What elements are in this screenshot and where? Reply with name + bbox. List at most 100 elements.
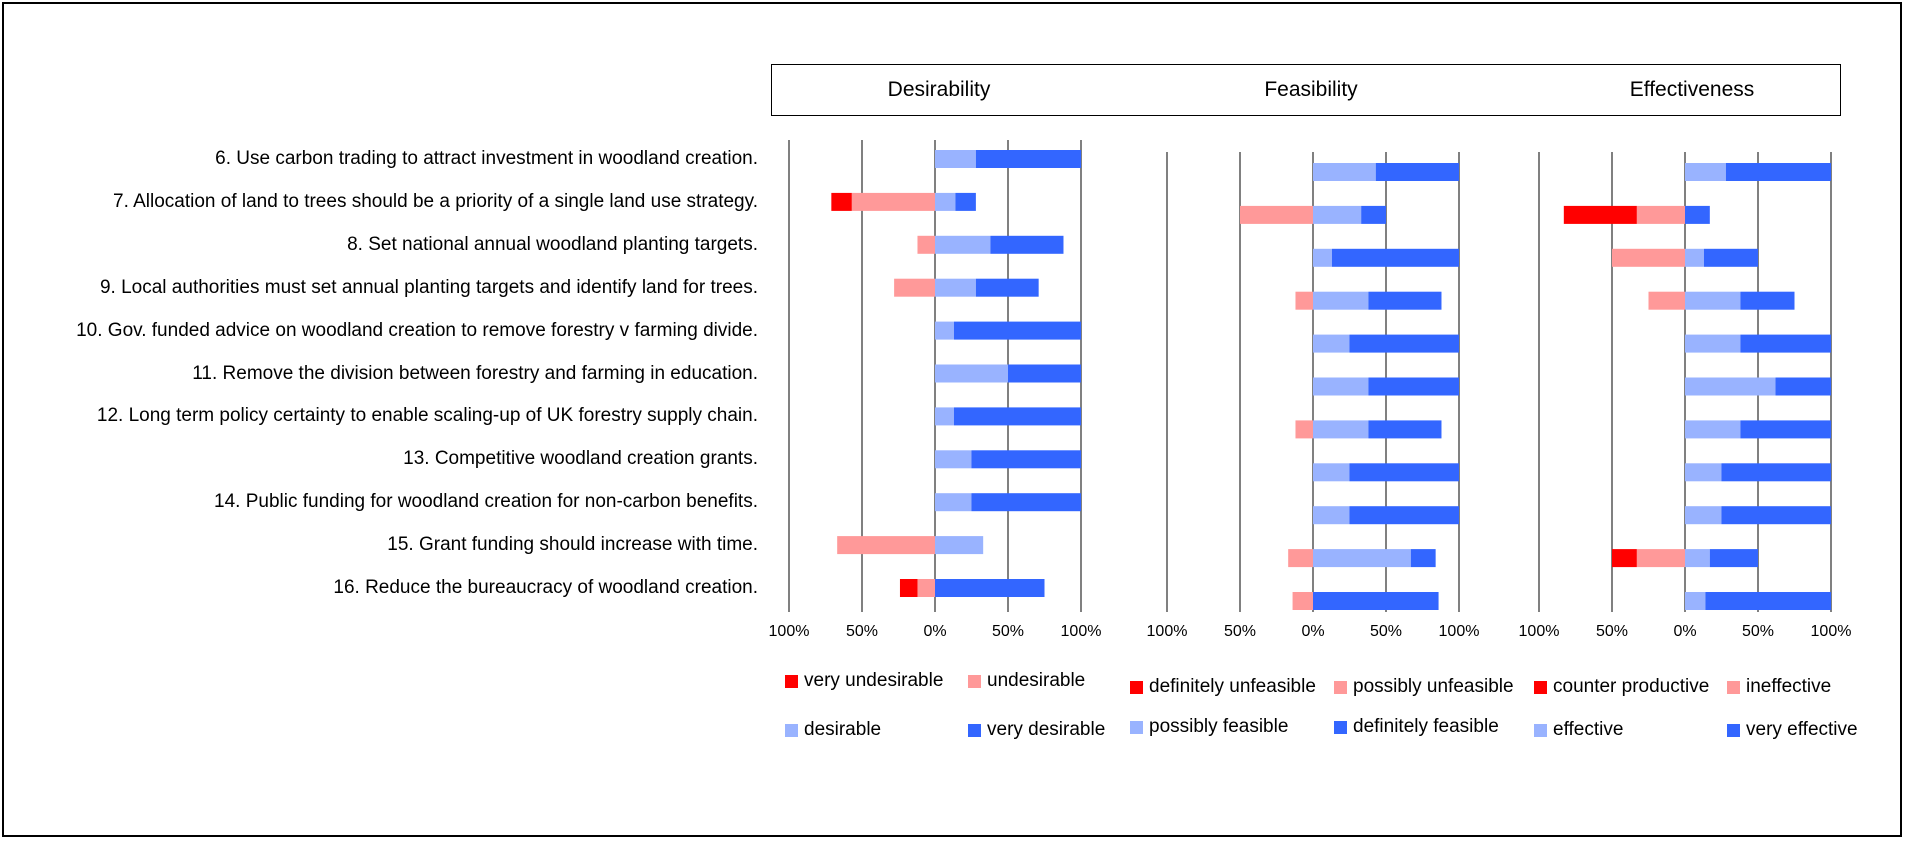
bar-segment	[1612, 249, 1685, 267]
tick-label: 0%	[923, 623, 946, 640]
bar-segment	[1722, 506, 1832, 524]
bar-segment	[1313, 249, 1332, 267]
bar-segment	[1313, 206, 1361, 224]
legend-item: desirable	[785, 719, 881, 741]
legend-item: possibly feasible	[1130, 716, 1288, 738]
legend-label: very undesirable	[804, 670, 943, 692]
legend-label: ineffective	[1746, 676, 1831, 698]
legend-label: very effective	[1746, 719, 1858, 741]
legend-label: possibly unfeasible	[1353, 676, 1514, 698]
bar-segment	[935, 236, 990, 254]
bar-segment	[837, 536, 935, 554]
legend-item: undesirable	[968, 670, 1085, 692]
bar-segment	[1685, 335, 1740, 353]
bar-segment	[1685, 292, 1740, 310]
bar-segment	[900, 579, 918, 597]
legend-label: very desirable	[987, 719, 1105, 741]
bar-segment	[1685, 378, 1776, 396]
bar-segment	[1685, 463, 1722, 481]
legend-item: very desirable	[968, 719, 1105, 741]
legend-label: undesirable	[987, 670, 1085, 692]
bar-segment	[1726, 163, 1831, 181]
bar-segment	[1685, 506, 1722, 524]
legend-item: definitely unfeasible	[1130, 676, 1316, 698]
tick-label: 50%	[846, 623, 878, 640]
legend-swatch	[1727, 681, 1740, 694]
tick-label: 100%	[1439, 623, 1480, 640]
bar-segment	[1776, 378, 1831, 396]
bar-segment	[1368, 378, 1459, 396]
bar-segment	[1637, 206, 1685, 224]
bar-segment	[935, 193, 955, 211]
legend-label: counter productive	[1553, 676, 1709, 698]
legend-item: effective	[1534, 719, 1623, 741]
bar-segment	[935, 365, 1008, 383]
legend-item: counter productive	[1534, 676, 1709, 698]
bar-segment	[894, 279, 935, 297]
bar-segment	[1313, 378, 1368, 396]
bar-segment	[1685, 592, 1705, 610]
bar-segment	[935, 407, 954, 425]
legend-swatch	[785, 675, 798, 688]
tick-label: 50%	[1742, 623, 1774, 640]
bar-segment	[917, 579, 935, 597]
legend-label: definitely unfeasible	[1149, 676, 1316, 698]
legend-swatch	[968, 724, 981, 737]
bar-segment	[1368, 420, 1441, 438]
bar-segment	[1350, 463, 1460, 481]
bar-segment	[1313, 506, 1350, 524]
bar-segment	[935, 536, 983, 554]
legend-label: definitely feasible	[1353, 716, 1499, 738]
bar-segment	[1313, 549, 1411, 567]
bar-segment	[1564, 206, 1637, 224]
legend-swatch	[1130, 721, 1143, 734]
bar-segment	[1368, 292, 1441, 310]
legend-label: effective	[1553, 719, 1623, 741]
bar-segment	[1240, 206, 1313, 224]
tick-label: 50%	[1370, 623, 1402, 640]
tick-label: 100%	[769, 623, 810, 640]
bar-segment	[917, 236, 935, 254]
bar-segment	[1740, 420, 1831, 438]
legend-swatch	[1130, 681, 1143, 694]
bar-segment	[1637, 549, 1685, 567]
tick-label: 0%	[1673, 623, 1696, 640]
bar-segment	[1295, 292, 1313, 310]
bar-segment	[1288, 549, 1313, 567]
bar-segment	[1376, 163, 1459, 181]
legend-item: very effective	[1727, 719, 1858, 741]
bar-segment	[1710, 549, 1758, 567]
bar-segment	[954, 322, 1081, 340]
legend-swatch	[1727, 724, 1740, 737]
bar-segment	[1685, 420, 1740, 438]
bar-segment	[976, 150, 1081, 168]
bar-segment	[1685, 249, 1704, 267]
bar-segment	[1293, 592, 1313, 610]
legend-swatch	[785, 724, 798, 737]
bar-segment	[1740, 292, 1794, 310]
bar-segment	[972, 450, 1082, 468]
bar-segment	[1332, 249, 1459, 267]
bar-segment	[1313, 463, 1350, 481]
bar-segment	[1313, 292, 1368, 310]
bar-segment	[955, 193, 975, 211]
bar-segment	[1295, 420, 1313, 438]
bar-segment	[972, 493, 1082, 511]
legend-item: definitely feasible	[1334, 716, 1499, 738]
bar-segment	[935, 493, 972, 511]
bar-segment	[1704, 249, 1758, 267]
bar-segment	[935, 579, 1045, 597]
bar-segment	[852, 193, 935, 211]
bar-segment	[935, 322, 954, 340]
legend-item: ineffective	[1727, 676, 1831, 698]
legend-label: possibly feasible	[1149, 716, 1288, 738]
bar-segment	[1612, 549, 1637, 567]
tick-label: 50%	[1224, 623, 1256, 640]
bar-segment	[1361, 206, 1386, 224]
bar-segment	[1313, 592, 1439, 610]
bar-segment	[1313, 163, 1376, 181]
bar-segment	[990, 236, 1063, 254]
legend-item: possibly unfeasible	[1334, 676, 1514, 698]
bar-segment	[1705, 592, 1831, 610]
